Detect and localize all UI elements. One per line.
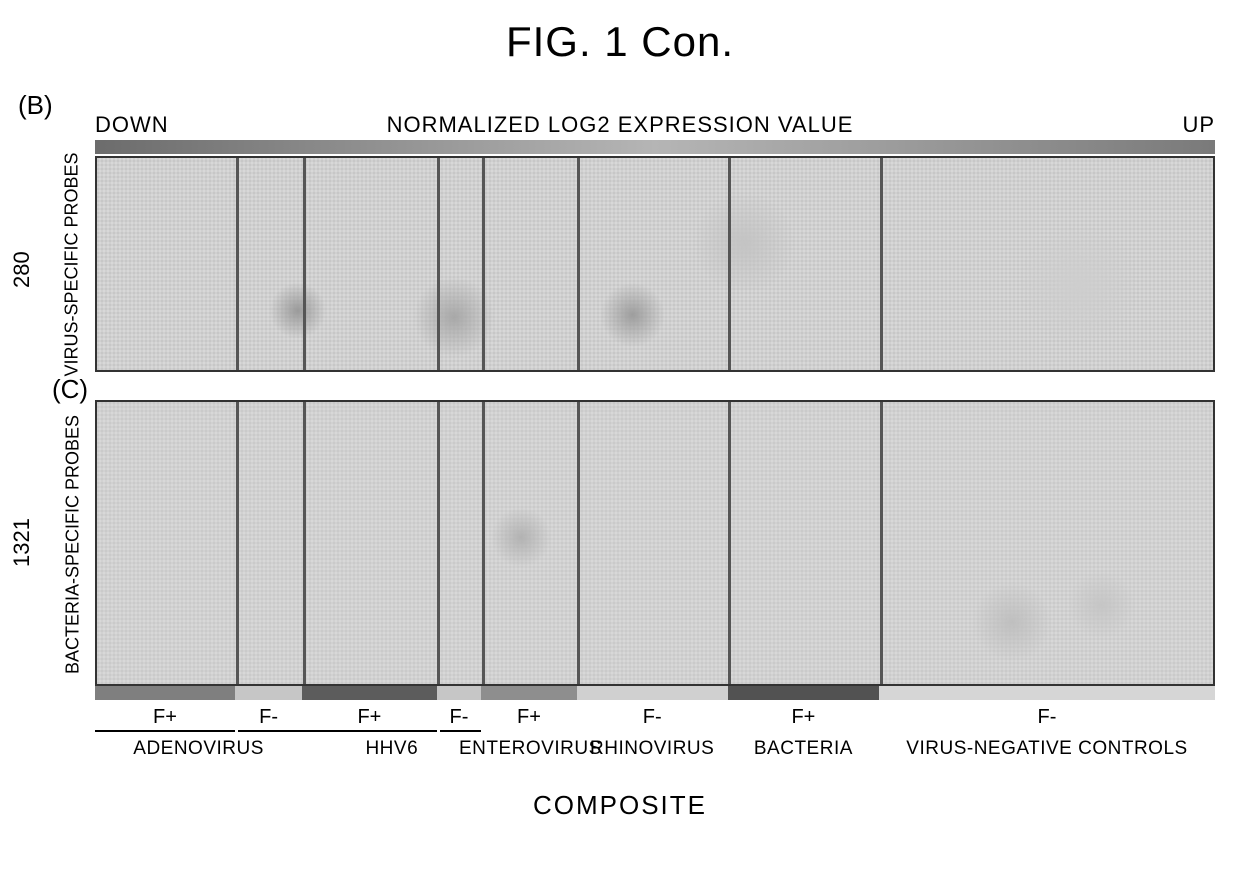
- heatmap-texture: [97, 402, 1213, 684]
- heatmap-texture: [97, 158, 1213, 370]
- column-divider: [303, 158, 306, 370]
- x-group-enterovirus: ENTEROVIRUS: [459, 738, 599, 760]
- column-divider: [236, 158, 239, 370]
- column-divider: [482, 158, 485, 370]
- column-divider: [437, 402, 440, 684]
- x-tick-entero_fpos: F+: [489, 706, 569, 729]
- top-gradient-bar: [95, 140, 1215, 154]
- x-group-hhv6: HHV6: [342, 738, 442, 760]
- x-group-rhinovirus: RHINOVIRUS: [582, 738, 722, 760]
- x-tick-bacteria_fpos: F+: [763, 706, 843, 729]
- panel-b-count: 280: [9, 248, 35, 288]
- x-tick-rhino_fneg: F-: [612, 706, 692, 729]
- tick-underline: [238, 730, 302, 732]
- group-bar-segment: [235, 686, 302, 700]
- panel-b-heatmap: [95, 156, 1215, 372]
- column-divider: [880, 158, 883, 370]
- x-group-adenovirus: ADENOVIRUS: [119, 738, 279, 760]
- group-bar-segment: [728, 686, 879, 700]
- column-divider: [577, 402, 580, 684]
- x-tick-hhv6_fpos: F+: [329, 706, 409, 729]
- tick-underline: [440, 730, 481, 732]
- panel-c-label: (C): [52, 374, 88, 405]
- panel-b-ylabel: VIRUS-SPECIFIC PROBES: [62, 157, 83, 377]
- header-center: NORMALIZED LOG2 EXPRESSION VALUE: [0, 112, 1240, 138]
- group-bar-segment: [437, 686, 482, 700]
- x-tick-hhv6_fneg: F-: [419, 706, 499, 729]
- tick-underline: [95, 730, 235, 732]
- column-divider: [437, 158, 440, 370]
- column-divider: [728, 158, 731, 370]
- x-tick-adeno_fpos: F+: [125, 706, 205, 729]
- group-bar-segment: [302, 686, 436, 700]
- column-divider: [880, 402, 883, 684]
- column-divider: [236, 402, 239, 684]
- bottom-group-bar: [95, 686, 1215, 700]
- panel-c-count: 1321: [9, 523, 35, 567]
- figure-title: FIG. 1 Con.: [0, 0, 1240, 66]
- group-bar-segment: [879, 686, 1215, 700]
- panel-c-heatmap: [95, 400, 1215, 686]
- column-divider: [303, 402, 306, 684]
- x-group-controls: VIRUS-NEGATIVE CONTROLS: [877, 738, 1217, 760]
- composite-label: COMPOSITE: [0, 790, 1240, 821]
- group-bar-segment: [481, 686, 576, 700]
- panel-c-ylabel: BACTERIA-SPECIFIC PROBES: [63, 410, 84, 680]
- group-bar-segment: [95, 686, 235, 700]
- group-bar-segment: [577, 686, 728, 700]
- column-divider: [577, 158, 580, 370]
- column-divider: [482, 402, 485, 684]
- x-tick-controls_fneg: F-: [1007, 706, 1087, 729]
- column-divider: [728, 402, 731, 684]
- x-group-bacteria: BACTERIA: [738, 738, 868, 760]
- x-tick-adeno_fneg: F-: [229, 706, 309, 729]
- tick-underline: [302, 730, 436, 732]
